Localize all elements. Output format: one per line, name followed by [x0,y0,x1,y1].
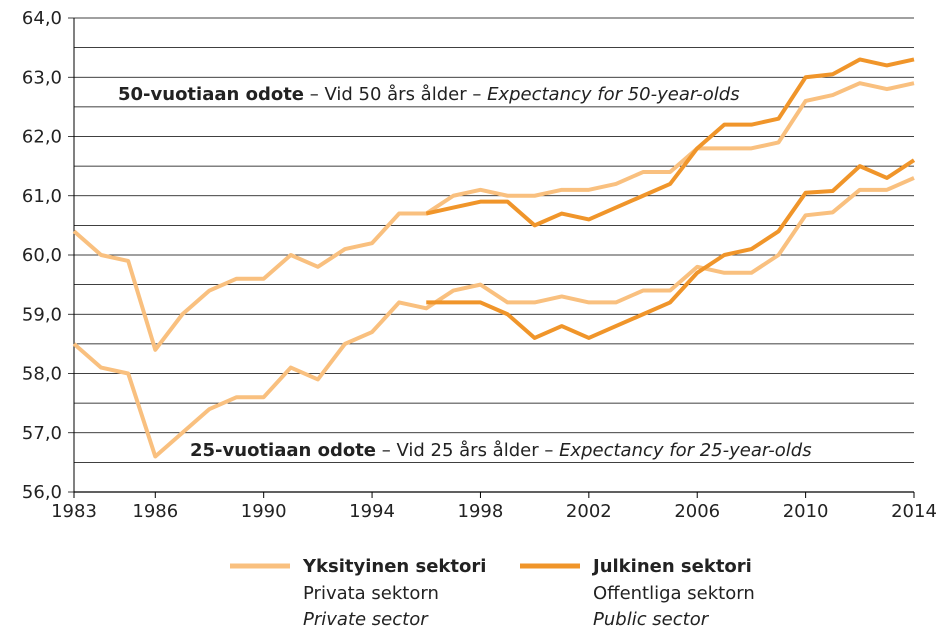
y-tick-label: 57,0 [22,423,62,444]
series-line [425,57,915,228]
x-tick-label: 2010 [783,501,829,522]
x-tick-label: 1998 [458,501,504,522]
legend-label-sv: Privata sektorn [303,583,439,604]
y-tick-label: 62,0 [22,127,62,148]
legend-label: Julkinen sektori [591,556,752,577]
legend-label: Yksityinen sektori [302,556,486,577]
y-tick-label: 59,0 [22,304,62,325]
y-tick-label: 58,0 [22,364,62,385]
annotation-part: 25-vuotiaan odote [190,440,376,461]
y-tick-label: 60,0 [22,245,62,266]
y-tick-label: 64,0 [22,8,62,29]
y-tick-label: 63,0 [22,67,62,88]
x-tick-label: 1990 [241,501,287,522]
x-tick-label: 1983 [51,501,97,522]
annotation-part: 50-vuotiaan odote [118,84,304,105]
x-tick-label: 2014 [891,501,937,522]
legend-label-sv: Offentliga sektorn [593,583,755,604]
legend-label-en: Public sector [593,609,710,630]
series-line [426,158,916,340]
annotation-part: Expectancy for 50-year-olds [487,84,740,105]
annotation-part: – Vid 50 års ålder – [304,84,487,105]
annotation-part: Expectancy for 25-year-olds [559,440,812,461]
x-tick-label: 2002 [566,501,612,522]
annotation-part: – Vid 25 års ålder – [376,440,559,461]
legend-label-en: Private sector [303,609,429,630]
x-tick-label: 1994 [349,501,395,522]
annotation: 25-vuotiaan odote – Vid 25 års ålder – E… [190,440,812,461]
y-tick-label: 61,0 [22,186,62,207]
y-tick-label: 56,0 [22,482,62,503]
series-line [72,81,915,352]
x-tick-label: 1986 [132,501,178,522]
annotation: 50-vuotiaan odote – Vid 50 års ålder – E… [118,84,740,105]
x-tick-label: 2006 [674,501,720,522]
series-line [72,176,915,459]
